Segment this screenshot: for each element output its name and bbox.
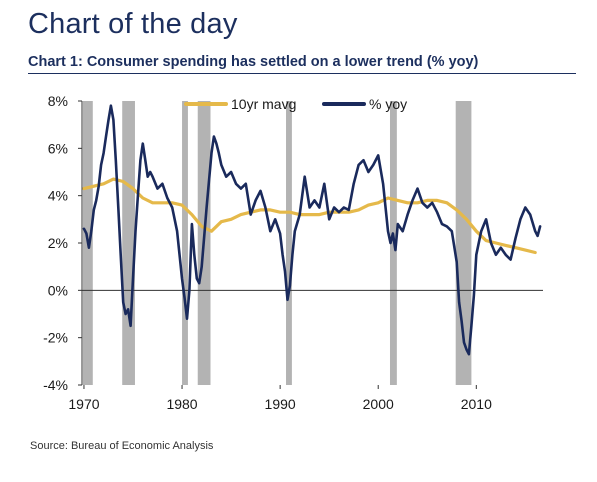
axes: -4% -2% 0% 2% 4% 6% 8% 1970 1980 1990 2000 2010 [43,93,543,412]
y-tick-label: 0% [48,282,68,298]
y-tick-label: 2% [48,235,68,251]
series-line-pct-yoy [82,104,542,356]
series-line-10yr-mavg [82,177,537,255]
legend-label-10yr-mavg: 10yr mavg [231,96,296,112]
title-rule [28,73,576,74]
chart-title: Chart 1: Consumer spending has settled o… [28,54,479,70]
series-lines [82,104,542,356]
recession-bands [82,101,472,385]
recession-band-2 [122,101,135,385]
legend: 10yr mavg % yoy [184,96,407,112]
y-tick-label: -2% [43,330,68,346]
y-tick-label: -4% [43,377,68,393]
y-tick-label: 4% [48,188,68,204]
x-tick-label: 1970 [68,396,99,412]
line-chart: -4% -2% 0% 2% 4% 6% 8% 1970 1980 1990 2000 2010 10y… [43,93,543,412]
page-heading: Chart of the day [28,8,238,40]
x-tick-label: 2000 [363,396,394,412]
y-tick-label: 6% [48,140,68,156]
x-tick-label: 1980 [166,396,197,412]
source-note: Source: Bureau of Economic Analysis [30,440,214,452]
legend-label-pct-yoy: % yoy [369,96,407,112]
x-tick-label: 2010 [461,396,492,412]
recession-band-5 [286,101,292,385]
x-tick-label: 1990 [265,396,296,412]
y-tick-label: 8% [48,93,68,109]
recession-band-3 [182,101,188,385]
